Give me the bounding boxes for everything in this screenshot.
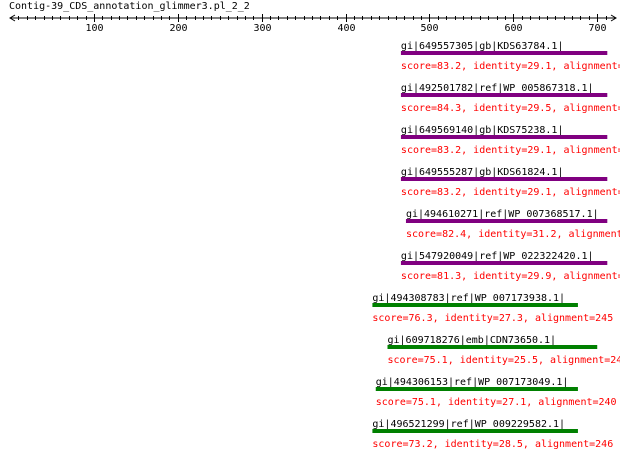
hit-label[interactable]: gi|649557305|gb|KDS63784.1| (401, 41, 564, 52)
hit-row[interactable]: gi|494308783|ref|WP_007173938.1| score=76… (372, 293, 613, 324)
hit-label[interactable]: gi|492501782|ref|WP_005867318.1| (401, 83, 594, 94)
hit-score: score=75.1, identity=25.5, alignment=245 (388, 355, 620, 366)
hit-row[interactable]: gi|494610271|ref|WP_007368517.1| score=82… (405, 209, 620, 240)
hit-row[interactable]: gi|547920049|ref|WP_022322420.1| score=81… (400, 251, 620, 282)
axis-tick-label: 100 (85, 23, 103, 34)
axis-tick-label: 400 (337, 23, 355, 34)
hit-label[interactable]: gi|494610271|ref|WP_007368517.1| (406, 209, 599, 220)
hit-bar[interactable] (400, 93, 608, 97)
hit-bar[interactable] (372, 303, 578, 307)
hit-bar[interactable] (400, 177, 608, 181)
hit-label[interactable]: gi|609718276|emb|CDN73650.1| (388, 335, 557, 346)
hit-label[interactable]: gi|547920049|ref|WP_022322420.1| (401, 251, 594, 262)
hit-score: score=82.4, identity=31.2, alignment=241 (406, 229, 620, 240)
hit-label[interactable]: gi|649569140|gb|KDS75238.1| (401, 125, 564, 136)
axis-tick-label: 300 (253, 23, 271, 34)
hit-label[interactable]: gi|494306153|ref|WP_007173049.1| (376, 377, 569, 388)
hit-row[interactable]: gi|649557305|gb|KDS63784.1| score=83.2, i… (400, 41, 620, 72)
hit-bar[interactable] (372, 429, 578, 433)
hit-bar[interactable] (375, 387, 578, 391)
hit-bar[interactable] (400, 135, 608, 139)
hit-score: score=73.2, identity=28.5, alignment=246 (372, 439, 613, 450)
hit-row[interactable]: gi|494306153|ref|WP_007173049.1| score=75… (375, 377, 617, 408)
hit-list: gi|649557305|gb|KDS63784.1| score=83.2, i… (372, 41, 620, 450)
hit-row[interactable]: gi|609718276|emb|CDN73650.1| score=75.1, … (387, 335, 620, 366)
diagram-title: Contig-39_CDS_annotation_glimmer3.pl_2_2 (9, 1, 250, 12)
hit-score: score=83.2, identity=29.1, alignment=241 (401, 187, 620, 198)
hit-score: score=81.3, identity=29.9, alignment=241 (401, 271, 620, 282)
axis-tick-label: 600 (504, 23, 522, 34)
ruler-axis: 100 200 300 400 500 600 700 (9, 14, 617, 34)
hit-score: score=83.2, identity=29.1, alignment=241 (401, 61, 620, 72)
axis-tick-label: 200 (169, 23, 187, 34)
axis-left-arrow (9, 14, 16, 22)
hit-score: score=76.3, identity=27.3, alignment=245 (372, 313, 613, 324)
hit-label[interactable]: gi|496521299|ref|WP_009229582.1| (372, 419, 565, 430)
hit-bar[interactable] (387, 345, 598, 349)
hit-label[interactable]: gi|494308783|ref|WP_007173938.1| (372, 293, 565, 304)
hit-row[interactable]: gi|649569140|gb|KDS75238.1| score=83.2, i… (400, 125, 620, 156)
hit-bar[interactable] (405, 219, 608, 223)
hit-label[interactable]: gi|649555287|gb|KDS61824.1| (401, 167, 564, 178)
hit-row[interactable]: gi|649555287|gb|KDS61824.1| score=83.2, i… (400, 167, 620, 198)
hit-score: score=83.2, identity=29.1, alignment=241 (401, 145, 620, 156)
hit-bar[interactable] (400, 51, 608, 55)
hit-row[interactable]: gi|496521299|ref|WP_009229582.1| score=73… (372, 419, 613, 450)
hit-row[interactable]: gi|492501782|ref|WP_005867318.1| score=84… (400, 83, 620, 114)
axis-right-arrow (610, 14, 617, 22)
hit-score: score=75.1, identity=27.1, alignment=240 (376, 397, 617, 408)
hit-score: score=84.3, identity=29.5, alignment=241 (401, 103, 620, 114)
axis-tick-label: 700 (588, 23, 606, 34)
axis-tick-label: 500 (420, 23, 438, 34)
hit-bar[interactable] (400, 261, 608, 265)
